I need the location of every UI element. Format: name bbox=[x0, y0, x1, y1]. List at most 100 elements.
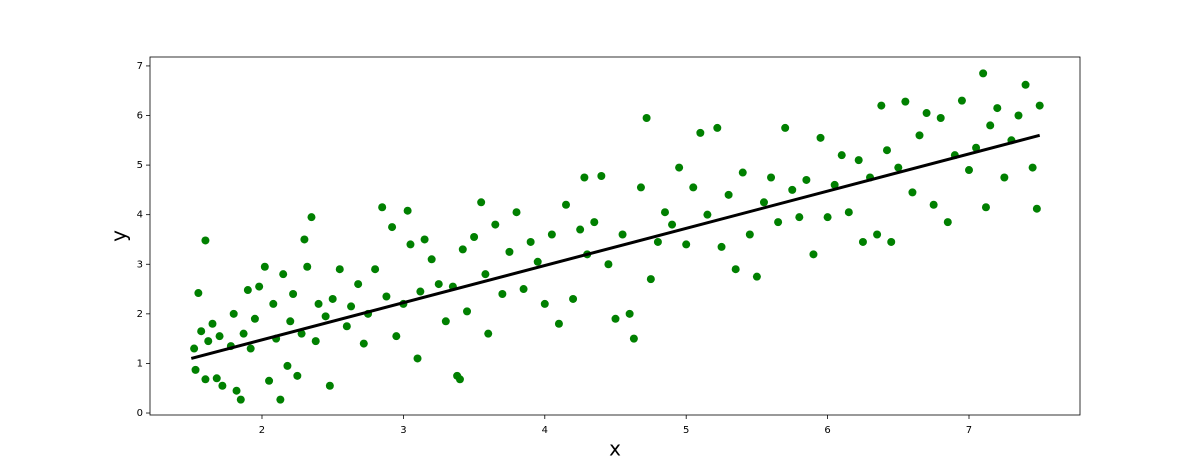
point bbox=[682, 240, 691, 249]
y-tick-label: 4 bbox=[137, 210, 143, 221]
point bbox=[300, 235, 309, 244]
point bbox=[359, 339, 368, 348]
point bbox=[854, 156, 863, 165]
point bbox=[1028, 163, 1037, 172]
point bbox=[243, 286, 252, 295]
point bbox=[208, 319, 217, 328]
point bbox=[250, 314, 259, 323]
x-tick-label: 7 bbox=[966, 425, 972, 436]
point bbox=[314, 299, 323, 308]
point bbox=[378, 203, 387, 212]
point bbox=[759, 198, 768, 207]
point bbox=[416, 287, 425, 296]
point bbox=[597, 172, 606, 181]
point bbox=[957, 96, 966, 105]
point bbox=[540, 299, 549, 308]
point bbox=[505, 247, 514, 256]
point bbox=[463, 307, 472, 316]
point bbox=[882, 146, 891, 155]
y-tick-label: 0 bbox=[137, 408, 143, 419]
point bbox=[403, 206, 412, 215]
point bbox=[194, 289, 203, 298]
point bbox=[276, 395, 285, 404]
point bbox=[458, 245, 467, 254]
point bbox=[830, 180, 839, 189]
point bbox=[713, 123, 722, 132]
point bbox=[894, 163, 903, 172]
point bbox=[498, 290, 507, 299]
point bbox=[354, 280, 363, 289]
point bbox=[297, 329, 306, 338]
point bbox=[795, 213, 804, 222]
point bbox=[993, 104, 1002, 113]
point bbox=[246, 344, 255, 353]
point bbox=[232, 386, 241, 395]
point bbox=[625, 309, 634, 318]
point bbox=[922, 109, 931, 118]
point bbox=[636, 183, 645, 192]
point bbox=[901, 97, 910, 106]
point bbox=[696, 128, 705, 137]
y-tick-label: 5 bbox=[137, 160, 143, 171]
point bbox=[943, 218, 952, 227]
point bbox=[915, 131, 924, 140]
point bbox=[858, 237, 867, 246]
point bbox=[236, 395, 245, 404]
point bbox=[406, 240, 415, 249]
x-axis-label: x bbox=[609, 437, 621, 461]
point bbox=[229, 309, 238, 318]
point bbox=[554, 319, 563, 328]
point bbox=[547, 230, 556, 239]
point bbox=[745, 230, 754, 239]
point bbox=[964, 166, 973, 175]
point bbox=[392, 332, 401, 341]
point bbox=[455, 375, 464, 384]
point bbox=[703, 210, 712, 219]
point bbox=[562, 200, 571, 209]
point bbox=[675, 163, 684, 172]
plot-frame bbox=[149, 56, 1081, 416]
point bbox=[533, 257, 542, 266]
point bbox=[491, 220, 500, 229]
y-tick-label: 1 bbox=[137, 358, 143, 369]
point bbox=[321, 312, 330, 321]
point bbox=[279, 270, 288, 279]
point bbox=[668, 220, 677, 229]
point bbox=[646, 275, 655, 284]
point bbox=[929, 200, 938, 209]
point bbox=[481, 270, 490, 279]
y-tick-label: 3 bbox=[137, 259, 143, 270]
y-tick-label: 2 bbox=[137, 309, 143, 320]
point bbox=[653, 237, 662, 246]
point bbox=[311, 337, 320, 346]
point bbox=[265, 376, 274, 385]
point bbox=[255, 282, 264, 291]
point bbox=[580, 173, 589, 182]
point bbox=[986, 121, 995, 130]
point bbox=[347, 302, 356, 311]
point bbox=[752, 272, 761, 281]
y-tick-label: 7 bbox=[137, 61, 143, 72]
point bbox=[382, 292, 391, 301]
point bbox=[936, 113, 945, 122]
point bbox=[286, 317, 295, 326]
point bbox=[611, 314, 620, 323]
point bbox=[293, 371, 302, 380]
point bbox=[283, 361, 292, 370]
point bbox=[218, 381, 227, 390]
point bbox=[887, 237, 896, 246]
point bbox=[837, 151, 846, 160]
point bbox=[197, 327, 206, 336]
x-tick-label: 6 bbox=[824, 425, 830, 436]
point bbox=[731, 265, 740, 274]
point bbox=[260, 262, 269, 271]
point bbox=[717, 242, 726, 251]
point bbox=[844, 208, 853, 217]
point bbox=[239, 329, 248, 338]
point bbox=[201, 375, 210, 384]
point bbox=[470, 232, 479, 241]
x-tick-label: 3 bbox=[400, 425, 406, 436]
